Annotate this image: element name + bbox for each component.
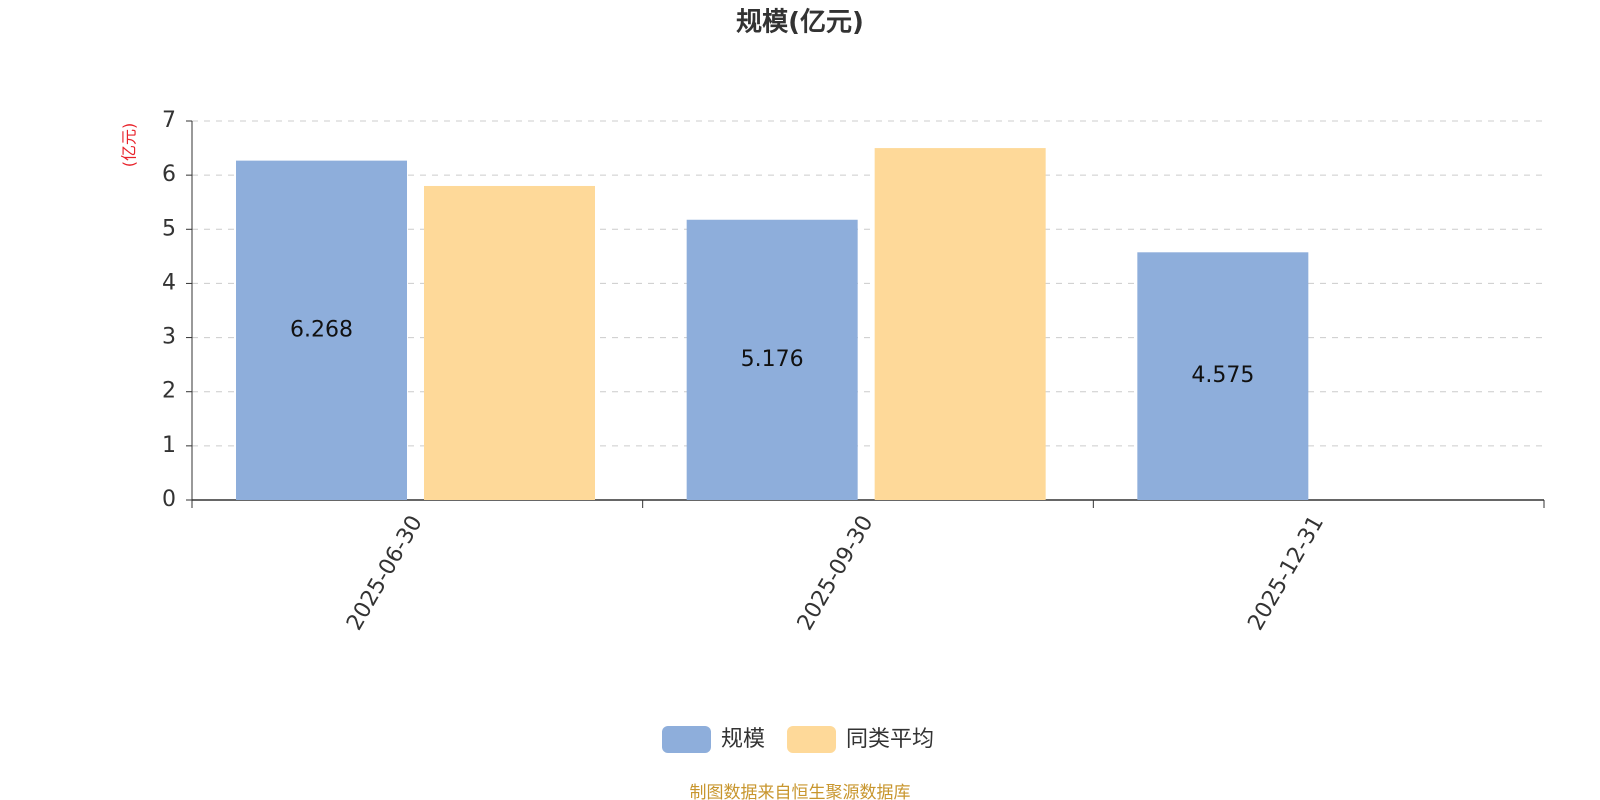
x-tick-label: 2025-12-31 bbox=[1243, 512, 1329, 635]
bar bbox=[424, 185, 595, 500]
chart-title: 规模(亿元) bbox=[736, 8, 864, 38]
y-axis-label: (亿元) bbox=[120, 123, 139, 168]
y-tick-label: 5 bbox=[162, 216, 176, 241]
y-tick-label: 4 bbox=[162, 270, 176, 295]
source-note: 制图数据来自恒生聚源数据库 bbox=[690, 783, 911, 800]
data-label: 4.575 bbox=[1191, 363, 1254, 388]
legend-label: 规模 bbox=[721, 727, 765, 752]
data-label: 6.268 bbox=[290, 317, 353, 342]
y-tick-label: 6 bbox=[162, 162, 176, 187]
data-label: 5.176 bbox=[741, 347, 804, 372]
legend-label: 同类平均 bbox=[846, 727, 934, 752]
bar bbox=[686, 219, 858, 500]
bar bbox=[1137, 252, 1309, 500]
y-tick-label: 3 bbox=[162, 325, 176, 350]
bar bbox=[236, 160, 407, 500]
x-tick-label: 2025-06-30 bbox=[342, 512, 428, 635]
legend-swatch bbox=[787, 726, 837, 753]
bar bbox=[874, 148, 1046, 501]
y-tick-label: 2 bbox=[162, 379, 176, 404]
legend-swatch bbox=[662, 726, 711, 753]
y-tick-label: 0 bbox=[162, 487, 176, 512]
y-tick-label: 7 bbox=[162, 108, 176, 133]
y-tick-label: 1 bbox=[162, 433, 176, 458]
x-tick-label: 2025-09-30 bbox=[793, 512, 879, 635]
